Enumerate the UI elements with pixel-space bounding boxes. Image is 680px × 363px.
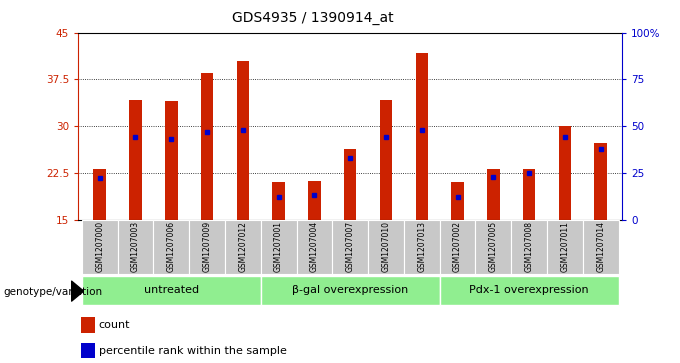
Text: GSM1207003: GSM1207003 (131, 221, 140, 272)
Text: GSM1207010: GSM1207010 (381, 221, 390, 272)
Text: percentile rank within the sample: percentile rank within the sample (99, 346, 287, 356)
Bar (189, 220, 225, 274)
Bar (440, 276, 619, 305)
Text: GSM1207008: GSM1207008 (525, 221, 534, 272)
Bar (165, 101, 177, 220)
Bar (404, 220, 440, 274)
Text: GSM1207006: GSM1207006 (167, 221, 175, 272)
Bar (118, 220, 154, 274)
Text: GSM1207004: GSM1207004 (310, 221, 319, 272)
Bar (308, 181, 321, 220)
Bar (415, 53, 428, 220)
Bar (81, 317, 95, 333)
Bar (93, 168, 106, 220)
Bar (523, 168, 535, 220)
Bar (547, 220, 583, 274)
Bar (225, 220, 260, 274)
Bar (511, 220, 547, 274)
Text: GSM1207005: GSM1207005 (489, 221, 498, 272)
Text: GSM1207007: GSM1207007 (345, 221, 355, 272)
Bar (333, 220, 368, 274)
Text: GDS4935 / 1390914_at: GDS4935 / 1390914_at (232, 11, 394, 25)
Text: GSM1207001: GSM1207001 (274, 221, 283, 272)
Bar (487, 168, 500, 220)
Text: Pdx-1 overexpression: Pdx-1 overexpression (469, 285, 589, 295)
Text: GSM1207012: GSM1207012 (238, 221, 248, 272)
Bar (296, 220, 333, 274)
Text: GSM1207002: GSM1207002 (453, 221, 462, 272)
Bar (379, 100, 392, 220)
Text: GSM1207011: GSM1207011 (560, 221, 569, 272)
Text: untreated: untreated (143, 285, 199, 295)
Bar (559, 126, 571, 220)
Bar (368, 220, 404, 274)
Bar (201, 73, 214, 220)
Text: count: count (99, 321, 131, 330)
Bar (583, 220, 619, 274)
Bar (82, 220, 118, 274)
Text: GSM1207000: GSM1207000 (95, 221, 104, 272)
Bar (260, 220, 296, 274)
Bar (594, 143, 607, 220)
Bar (273, 182, 285, 220)
Text: GSM1207013: GSM1207013 (418, 221, 426, 272)
Polygon shape (71, 281, 84, 301)
Bar (154, 220, 189, 274)
Bar (237, 61, 249, 220)
Text: β-gal overexpression: β-gal overexpression (292, 285, 408, 295)
Bar (452, 182, 464, 220)
Text: genotype/variation: genotype/variation (3, 287, 103, 297)
Bar (344, 149, 356, 220)
Text: GSM1207014: GSM1207014 (596, 221, 605, 272)
Bar (440, 220, 475, 274)
Bar (129, 100, 141, 220)
Bar (82, 276, 260, 305)
Bar (260, 276, 440, 305)
Bar (475, 220, 511, 274)
Text: GSM1207009: GSM1207009 (203, 221, 211, 272)
Bar (81, 343, 95, 358)
